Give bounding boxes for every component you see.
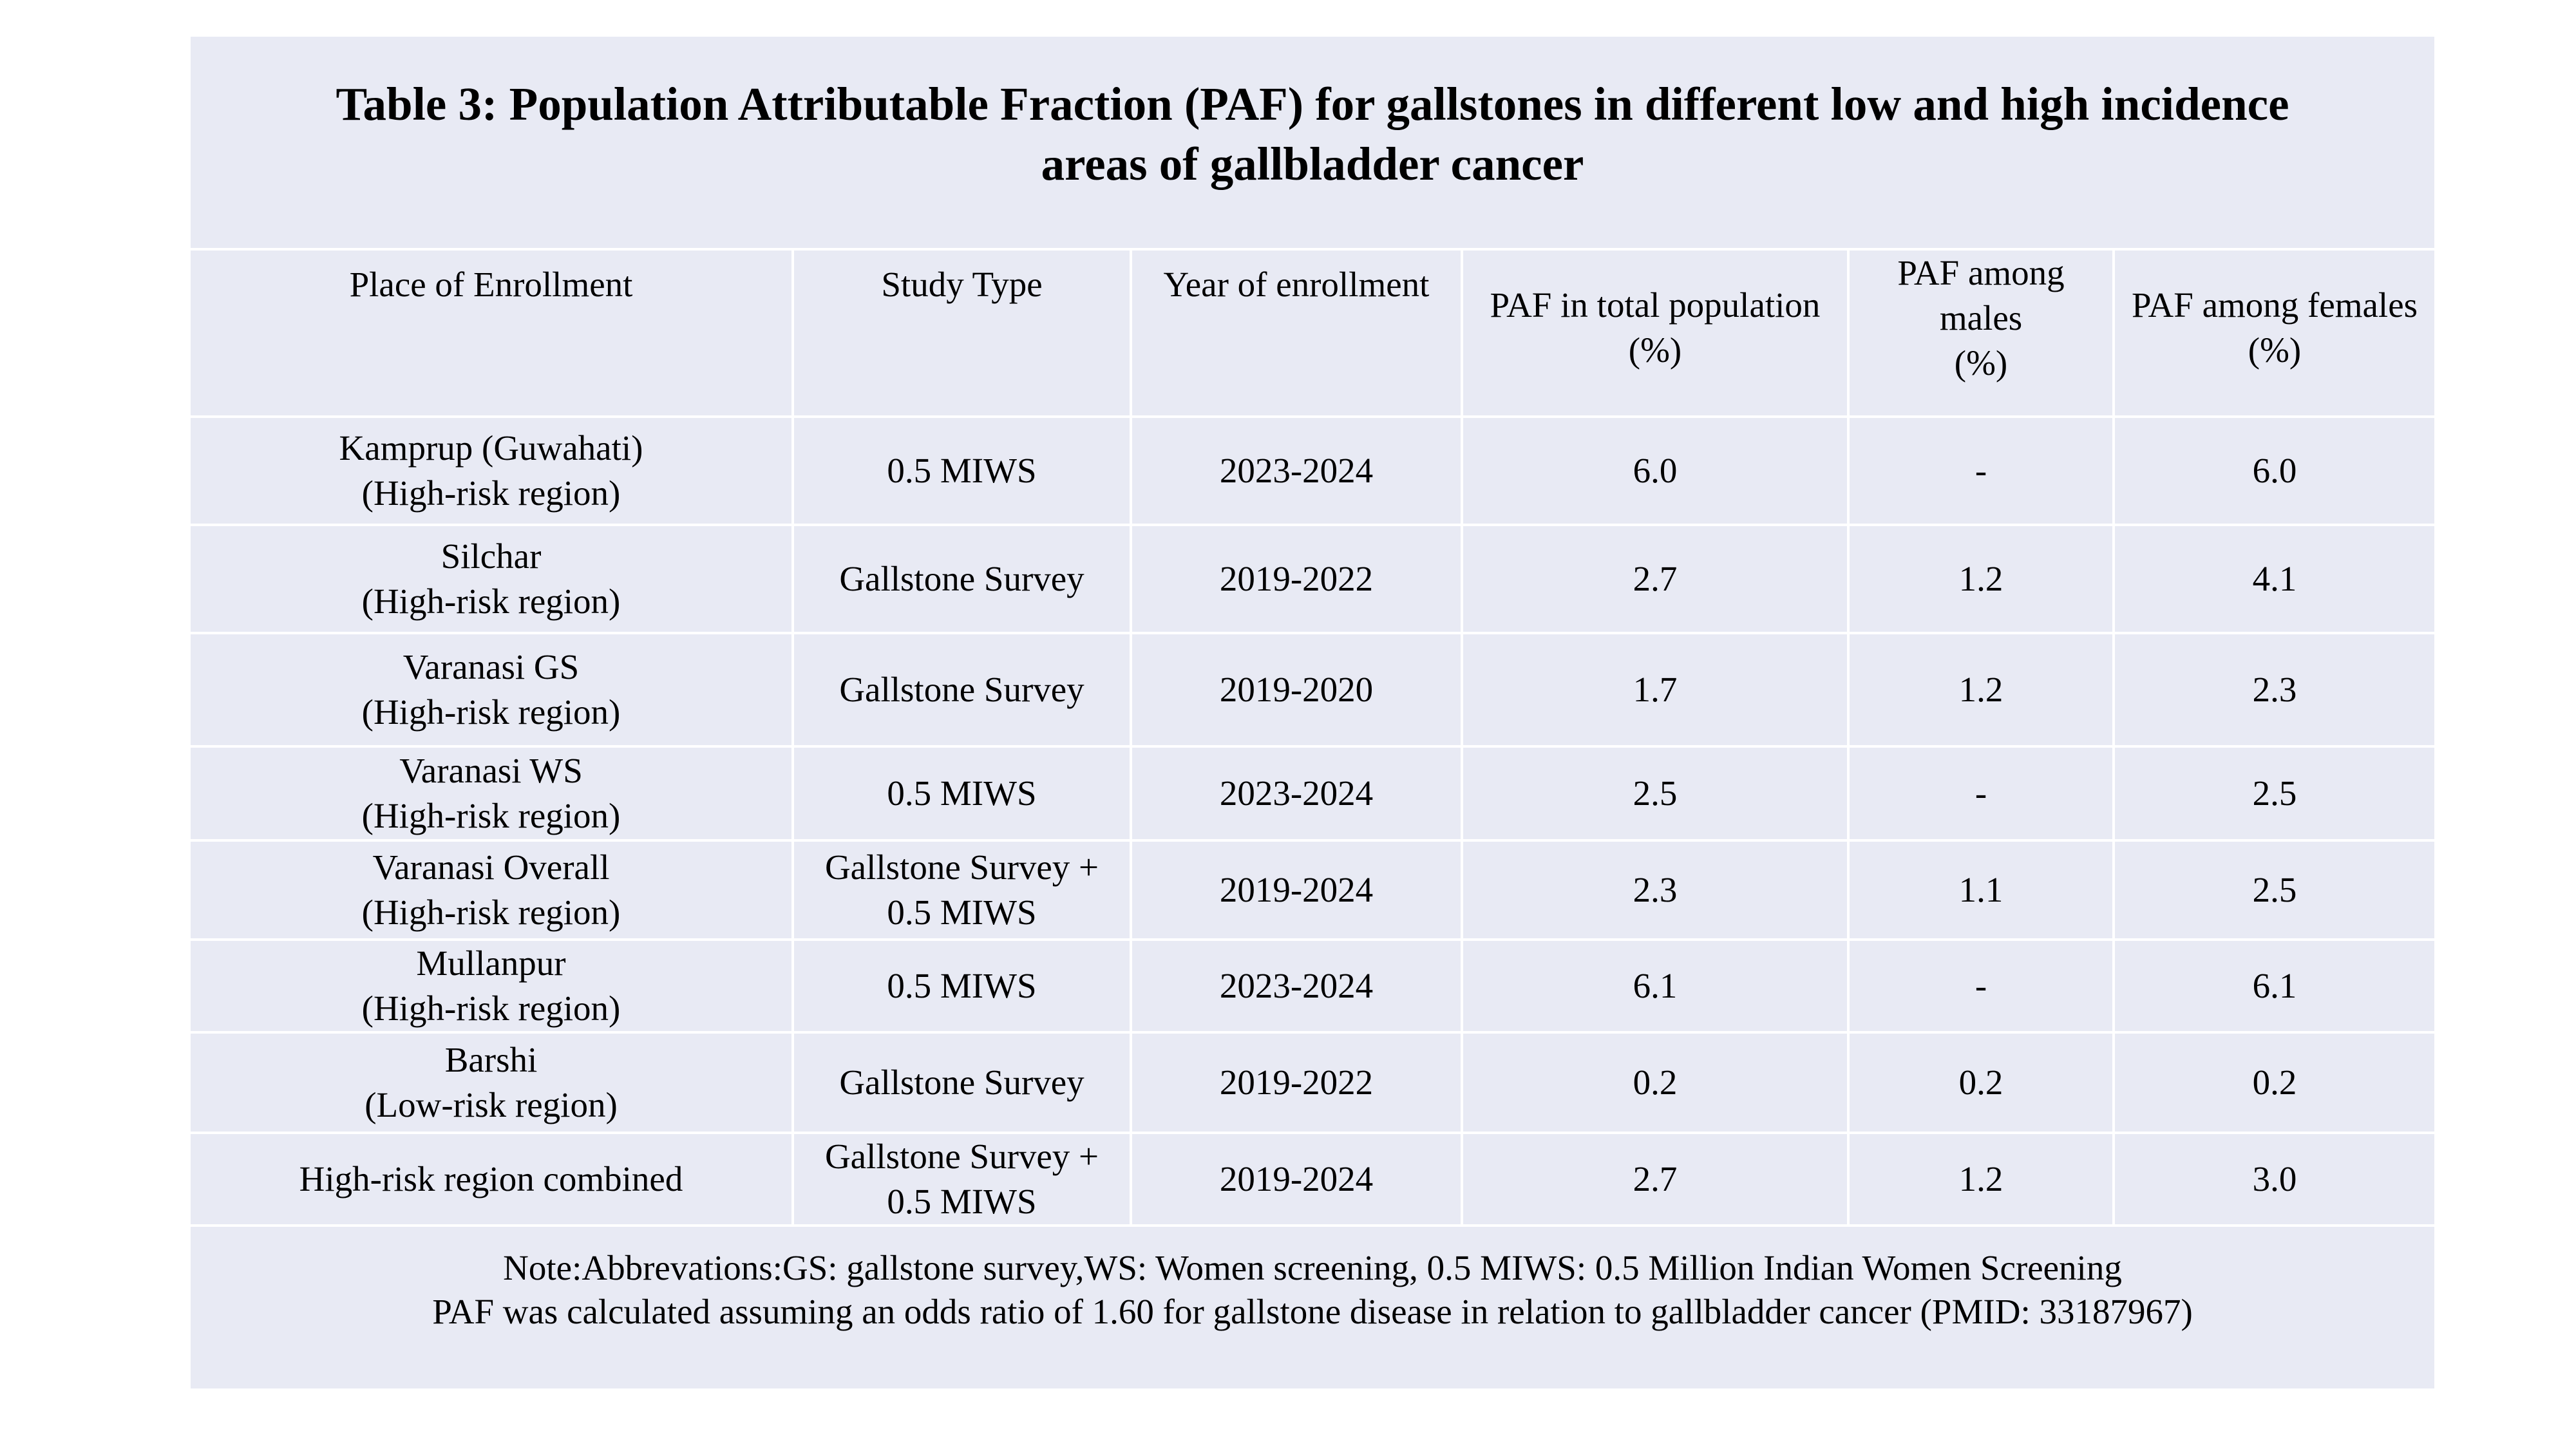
table-note: Note:Abbrevations:GS: gallstone survey,W… [191, 1246, 2434, 1334]
cell-place: Mullanpur (High-risk region) [191, 938, 793, 1034]
cell-place: High-risk region combined [191, 1132, 793, 1227]
cell-paf-males: 1.1 [1847, 839, 2114, 941]
cell-paf-females: 0.2 [2112, 1031, 2434, 1134]
cell-paf-males: 1.2 [1847, 524, 2114, 634]
cell-study-type: Gallstone Survey [791, 632, 1131, 748]
cell-year: 2023-2024 [1130, 415, 1462, 526]
table-panel: Table 3: Population Attributable Fractio… [191, 37, 2434, 1388]
table-row: Varanasi WS (High-risk region) 0.5 MIWS 202… [191, 745, 2434, 842]
cell-study-type: Gallstone Survey [791, 1031, 1131, 1134]
cell-paf-males: - [1847, 745, 2114, 842]
table-title-line-1: Table 3: Population Attributable Fractio… [336, 78, 2289, 130]
cell-year: 2019-2020 [1130, 632, 1462, 748]
cell-paf-females: 2.5 [2112, 839, 2434, 941]
paf-table: Place of Enrollment Study Type Year of e… [191, 248, 2434, 1227]
cell-year: 2019-2024 [1130, 1132, 1462, 1227]
cell-place: Barshi (Low-risk region) [191, 1031, 793, 1134]
header-paf-total: PAF in total population (%) [1461, 248, 1848, 418]
cell-place: Varanasi GS (High-risk region) [191, 632, 793, 748]
cell-study-type: 0.5 MIWS [791, 745, 1131, 842]
cell-paf-total: 0.2 [1461, 1031, 1848, 1134]
cell-paf-females: 3.0 [2112, 1132, 2434, 1227]
cell-paf-males: 1.2 [1847, 1132, 2114, 1227]
cell-paf-total: 6.1 [1461, 938, 1848, 1034]
cell-paf-females: 6.0 [2112, 415, 2434, 526]
header-study-type: Study Type [791, 248, 1131, 418]
header-place-of-enrollment: Place of Enrollment [191, 248, 793, 418]
header-paf-males: PAF among males (%) [1847, 248, 2114, 418]
cell-year: 2023-2024 [1130, 745, 1462, 842]
table-header-row: Place of Enrollment Study Type Year of e… [191, 248, 2434, 418]
cell-paf-total: 2.3 [1461, 839, 1848, 941]
cell-paf-total: 2.7 [1461, 524, 1848, 634]
cell-study-type: 0.5 MIWS [791, 415, 1131, 526]
table-row: Mullanpur (High-risk region) 0.5 MIWS 2023-… [191, 938, 2434, 1034]
table-row: Kamprup (Guwahati) (High-risk region) 0.5 … [191, 415, 2434, 526]
cell-year: 2019-2022 [1130, 1031, 1462, 1134]
cell-paf-total: 1.7 [1461, 632, 1848, 748]
cell-study-type: 0.5 MIWS [791, 938, 1131, 1034]
cell-place: Kamprup (Guwahati) (High-risk region) [191, 415, 793, 526]
cell-paf-females: 2.3 [2112, 632, 2434, 748]
cell-year: 2019-2022 [1130, 524, 1462, 634]
table-title-line-2: areas of gallbladder cancer [1041, 138, 1584, 190]
table-row: Varanasi GS (High-risk region) Gallstone S… [191, 632, 2434, 748]
table-row: High-risk region combined Gallstone Surve… [191, 1132, 2434, 1227]
cell-paf-total: 2.7 [1461, 1132, 1848, 1227]
table-row: Varanasi Overall (High-risk region) Gallst… [191, 839, 2434, 941]
note-line-1: Note:Abbrevations:GS: gallstone survey,W… [503, 1248, 2122, 1287]
cell-year: 2023-2024 [1130, 938, 1462, 1034]
note-line-2: PAF was calculated assuming an odds rati… [432, 1292, 2193, 1331]
cell-study-type: Gallstone Survey +0.5 MIWS [791, 839, 1131, 941]
table-row: Barshi (Low-risk region) Gallstone Survey 2… [191, 1031, 2434, 1134]
header-year-of-enrollment: Year of enrollment [1130, 248, 1462, 418]
cell-paf-females: 2.5 [2112, 745, 2434, 842]
table-title: Table 3: Population Attributable Fractio… [191, 74, 2434, 194]
cell-paf-females: 4.1 [2112, 524, 2434, 634]
cell-place: Varanasi Overall (High-risk region) [191, 839, 793, 941]
cell-paf-females: 6.1 [2112, 938, 2434, 1034]
table-row: Silchar (High-risk region) Gallstone Surve… [191, 524, 2434, 634]
cell-place: Varanasi WS (High-risk region) [191, 745, 793, 842]
cell-paf-males: - [1847, 938, 2114, 1034]
cell-paf-males: 0.2 [1847, 1031, 2114, 1134]
header-paf-females: PAF among females (%) [2112, 248, 2434, 418]
cell-paf-total: 2.5 [1461, 745, 1848, 842]
cell-paf-males: - [1847, 415, 2114, 526]
cell-study-type: Gallstone Survey +0.5 MIWS [791, 1132, 1131, 1227]
table-body: Kamprup (Guwahati) (High-risk region) 0.5 … [191, 415, 2434, 1227]
cell-year: 2019-2024 [1130, 839, 1462, 941]
cell-paf-males: 1.2 [1847, 632, 2114, 748]
cell-place: Silchar (High-risk region) [191, 524, 793, 634]
cell-study-type: Gallstone Survey [791, 524, 1131, 634]
cell-paf-total: 6.0 [1461, 415, 1848, 526]
